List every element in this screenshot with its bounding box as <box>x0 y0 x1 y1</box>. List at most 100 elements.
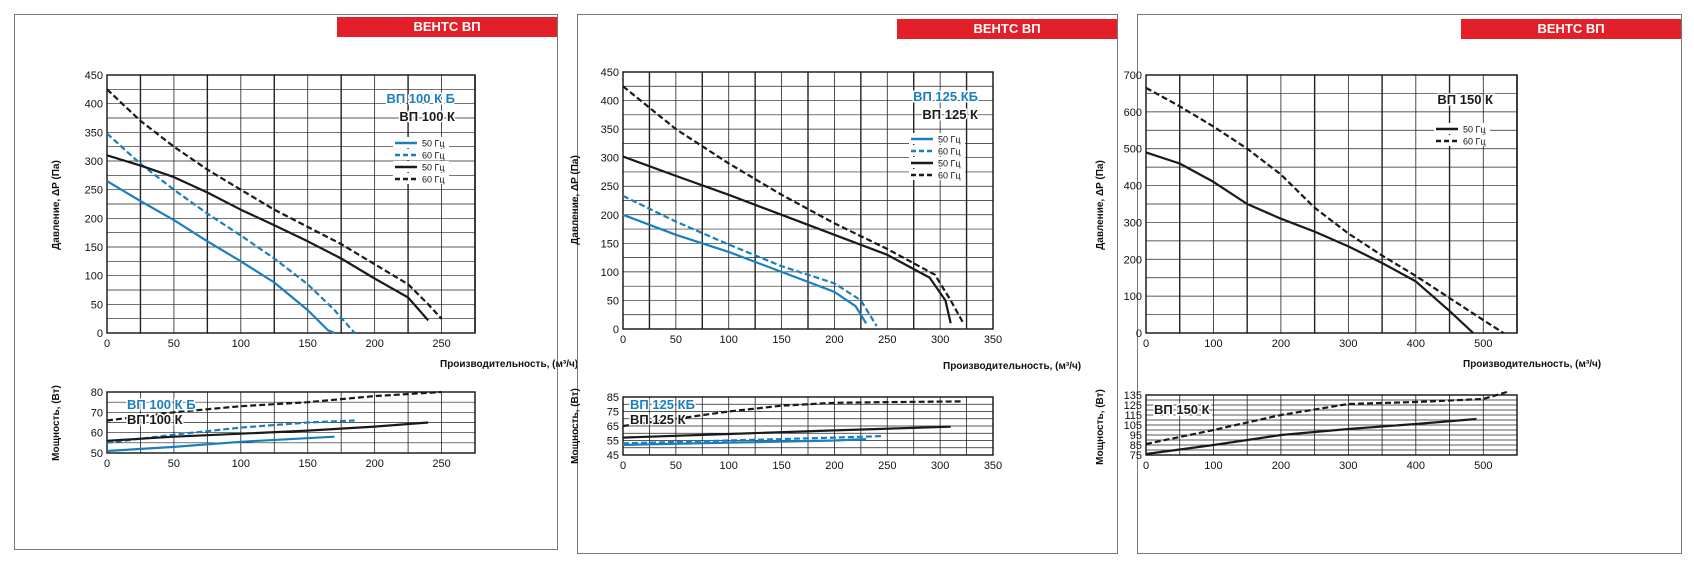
legend-bg <box>1434 135 1490 146</box>
power-model-label: ВП 125 К <box>630 412 686 427</box>
power-frame <box>106 391 476 454</box>
power-x-tick-label: 400 <box>1407 460 1425 472</box>
power-series-line-0 <box>1145 417 1477 456</box>
power-y-tick-label: 125 <box>1124 400 1142 412</box>
power-x-tick-label: 200 <box>1272 460 1290 472</box>
legend-bg <box>1434 123 1490 134</box>
pressure-y-tick-label: 300 <box>601 153 619 165</box>
pressure-series-line-0 <box>622 213 868 324</box>
chart-panel-vp125: ВЕНТС ВП 0 50 100 150 200 250 300 350 0 50 100 150 2… <box>570 14 1118 554</box>
pressure-y-tick-label: 150 <box>85 242 103 254</box>
x-axis-label: Производительность, (м³/ч) <box>440 359 578 370</box>
power-series-line-1 <box>106 419 355 444</box>
pressure-y-tick-label: 200 <box>85 213 103 225</box>
legend-label-0: 50 Гц <box>422 139 445 149</box>
power-model-label: ВП 100 К <box>127 412 183 427</box>
legend-label-3: 60 Гц <box>938 171 961 181</box>
power-x-tick-label: 200 <box>825 460 843 472</box>
pressure-x-tick-label: 0 <box>620 334 626 346</box>
power-y-tick-label: 95 <box>1130 430 1142 442</box>
power-model-label: ВП 150 К <box>1154 402 1210 417</box>
pressure-x-tick-label: 300 <box>931 334 949 346</box>
power-axis-label: Мощность, (Вт) <box>1095 389 1106 465</box>
pressure-series-line-0 <box>106 180 335 335</box>
brand-banner: ВЕНТС ВП <box>897 19 1117 39</box>
power-model-label: ВП 125 КБ <box>630 397 695 412</box>
power-y-tick-label: 85 <box>607 392 619 404</box>
pressure-y-tick-label: 350 <box>601 124 619 136</box>
model-label: ВП 100 К <box>399 109 455 124</box>
power-x-tick-label: 200 <box>365 458 383 470</box>
pressure-y-tick-label: 500 <box>1124 144 1142 156</box>
power-x-tick-label: 250 <box>432 458 450 470</box>
power-y-tick-label: 75 <box>1130 450 1142 462</box>
pressure-frame <box>1145 74 1518 334</box>
power-y-tick-label: 85 <box>1130 440 1142 452</box>
legend-label-2: 50 Гц <box>938 159 961 169</box>
legend-label-3: 60 Гц <box>422 175 445 185</box>
power-x-tick-label: 150 <box>772 460 790 472</box>
power-x-tick-label: 250 <box>878 460 896 472</box>
model-label: ВП 125 К <box>922 107 978 122</box>
pressure-series-line-1 <box>1145 86 1505 334</box>
y-axis-label: Давление, ΔP (Па) <box>1095 160 1106 250</box>
legend-bg <box>393 149 449 160</box>
chart-vp125: 0 50 100 150 200 250 300 350 0 50 100 150 200 250 300 3… <box>570 67 1081 472</box>
model-label: ВП 125 КБ <box>913 89 978 104</box>
pressure-series-line-1 <box>622 194 878 327</box>
legend-bg <box>909 133 965 144</box>
power-y-tick-label: 70 <box>91 407 103 419</box>
pressure-y-tick-label: 50 <box>607 295 619 307</box>
power-series-line-1 <box>1145 390 1508 446</box>
chart-vp150: 0 100 200 300 400 500 0 100 200 300 400 500 600 700 0 1… <box>1095 70 1601 472</box>
pressure-series-line-1 <box>106 132 356 334</box>
pressure-x-tick-label: 400 <box>1407 338 1425 350</box>
brand-banner: ВЕНТС ВП <box>337 17 557 37</box>
power-y-tick-label: 50 <box>91 448 103 460</box>
power-x-tick-label: 300 <box>931 460 949 472</box>
pressure-y-tick-label: 700 <box>1124 70 1142 82</box>
legend-bg <box>393 173 449 184</box>
pressure-y-tick-label: 250 <box>85 185 103 197</box>
pressure-y-tick-label: 400 <box>601 96 619 108</box>
power-axis-label: Мощность, (Вт) <box>51 385 62 461</box>
pressure-y-tick-label: 50 <box>91 299 103 311</box>
power-y-tick-label: 80 <box>91 387 103 399</box>
chart-panel-vp150: ВЕНТС ВП 0 100 200 300 400 500 0 100 200 300 400 50… <box>1095 14 1682 554</box>
power-y-tick-label: 65 <box>607 421 619 433</box>
pressure-y-tick-label: 0 <box>1136 328 1142 340</box>
pressure-y-tick-label: 200 <box>1124 254 1142 266</box>
model-label: ВП 150 К <box>1437 92 1493 107</box>
power-y-tick-label: 115 <box>1124 410 1142 422</box>
power-x-tick-label: 500 <box>1474 460 1492 472</box>
pressure-series-line-2 <box>106 154 430 322</box>
pressure-x-tick-label: 250 <box>432 338 450 350</box>
pressure-y-tick-label: 200 <box>601 210 619 222</box>
legend-bg <box>909 145 965 156</box>
pressure-y-tick-label: 400 <box>85 99 103 111</box>
pressure-x-tick-label: 150 <box>299 338 317 350</box>
pressure-y-tick-label: 100 <box>1124 291 1142 303</box>
pressure-x-tick-label: 50 <box>168 338 180 350</box>
pressure-frame <box>622 71 994 330</box>
power-y-tick-label: 105 <box>1124 420 1142 432</box>
power-x-tick-label: 300 <box>1339 460 1357 472</box>
pressure-series-line-2 <box>622 155 952 324</box>
pressure-y-tick-label: 0 <box>613 324 619 336</box>
y-axis-label: Давление, ΔP (Па) <box>570 155 581 245</box>
y-axis-label: Давление, ΔP (Па) <box>51 160 62 250</box>
power-x-tick-label: 0 <box>104 458 110 470</box>
chart-vp100: 0 50 100 150 200 2500501001502002503003504004… <box>51 70 578 470</box>
power-series-line-2 <box>106 421 429 442</box>
legend-bg <box>909 169 965 180</box>
legend-label-1: 60 Гц <box>422 151 445 161</box>
pressure-y-tick-label: 300 <box>85 156 103 168</box>
pressure-series-line-3 <box>106 88 443 320</box>
pressure-x-tick-label: 100 <box>1204 338 1222 350</box>
pressure-x-tick-label: 100 <box>720 334 738 346</box>
pressure-y-tick-label: 300 <box>1124 217 1142 229</box>
power-frame <box>1145 394 1518 456</box>
power-x-tick-label: 150 <box>299 458 317 470</box>
power-x-tick-label: 100 <box>720 460 738 472</box>
pressure-y-tick-label: 150 <box>601 238 619 250</box>
